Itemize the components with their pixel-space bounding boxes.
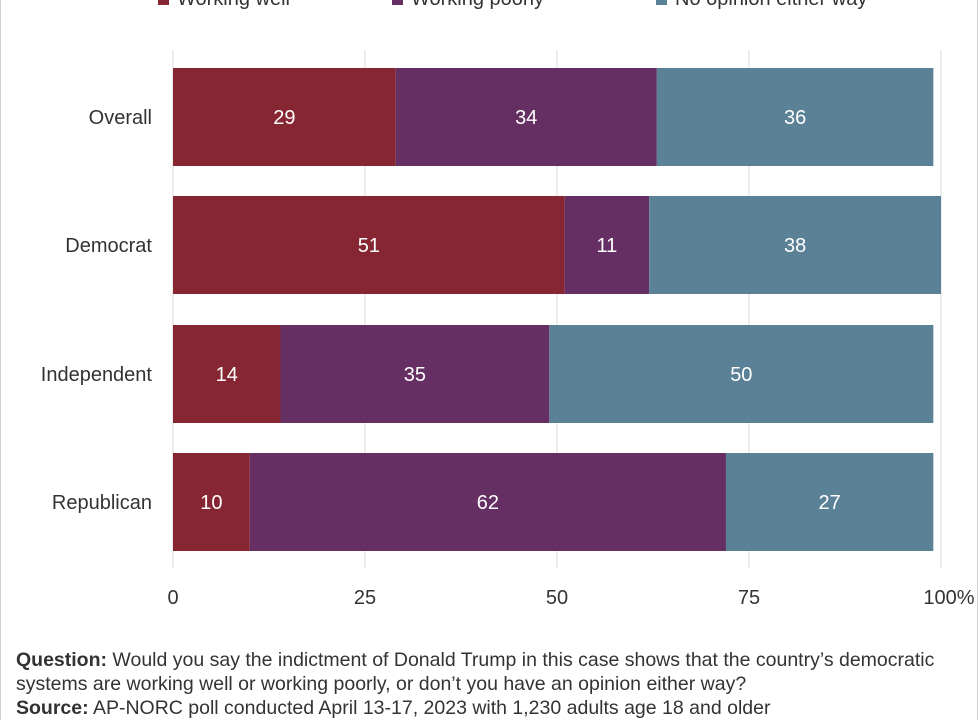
legend-item: Working well xyxy=(158,0,290,11)
data-label: 34 xyxy=(515,107,537,129)
category-label: Republican xyxy=(52,492,152,514)
category-label: Independent xyxy=(41,364,153,386)
bar-segment xyxy=(173,196,565,294)
bar-segment xyxy=(173,453,250,551)
bar-segment xyxy=(249,453,726,551)
legend: Working well Working poorly No opinion eit… xyxy=(0,0,980,12)
data-label: 62 xyxy=(477,492,499,514)
data-label: 35 xyxy=(404,364,426,386)
data-label: 10 xyxy=(200,492,222,514)
bar-segment xyxy=(395,68,657,166)
x-tick-label: 75 xyxy=(738,587,760,609)
question-text: Would you say the indictment of Donald T… xyxy=(16,649,935,695)
bar-segment xyxy=(549,325,934,423)
bar-segment xyxy=(656,68,934,166)
x-tick-label: 50 xyxy=(546,587,568,609)
question-note: Question: Would you say the indictment o… xyxy=(16,648,966,696)
data-label: 38 xyxy=(784,235,806,257)
data-label: 14 xyxy=(216,364,238,386)
legend-swatch xyxy=(656,0,667,5)
legend-swatch xyxy=(392,0,403,5)
data-label: 27 xyxy=(819,492,841,514)
chart-footer: Question: Would you say the indictment o… xyxy=(16,648,966,720)
question-label: Question: xyxy=(16,649,107,671)
legend-label: No opinion either way xyxy=(675,0,867,11)
bar-segment xyxy=(725,453,934,551)
legend-item: Working poorly xyxy=(392,0,544,11)
data-label: 50 xyxy=(730,364,752,386)
bar-segment xyxy=(173,68,396,166)
category-label: Democrat xyxy=(65,235,152,257)
legend-label: Working poorly xyxy=(411,0,544,11)
source-text: AP-NORC poll conducted April 13-17, 2023… xyxy=(88,697,771,719)
bar-segment xyxy=(173,325,281,423)
bar-segment xyxy=(649,196,941,294)
category-label: Overall xyxy=(89,107,152,129)
bar-segment xyxy=(280,325,550,423)
legend-swatch xyxy=(158,0,169,5)
x-tick-label: 0 xyxy=(167,587,178,609)
data-label: 11 xyxy=(597,235,618,257)
bar-segment xyxy=(564,196,650,294)
x-tick-label: 25 xyxy=(354,587,376,609)
stacked-bar-chart: 29 34 36 Overall 51 11 38 Democrat 14 35 50 Indepen… xyxy=(41,50,975,609)
source-note: Source: AP-NORC poll conducted April 13-… xyxy=(16,696,966,720)
source-label: Source: xyxy=(16,697,89,719)
legend-item: No opinion either way xyxy=(656,0,867,11)
legend-label: Working well xyxy=(177,0,290,11)
x-tick-label: 100% xyxy=(923,587,974,609)
data-label: 29 xyxy=(273,107,295,129)
data-label: 51 xyxy=(358,235,380,257)
data-label: 36 xyxy=(784,107,806,129)
